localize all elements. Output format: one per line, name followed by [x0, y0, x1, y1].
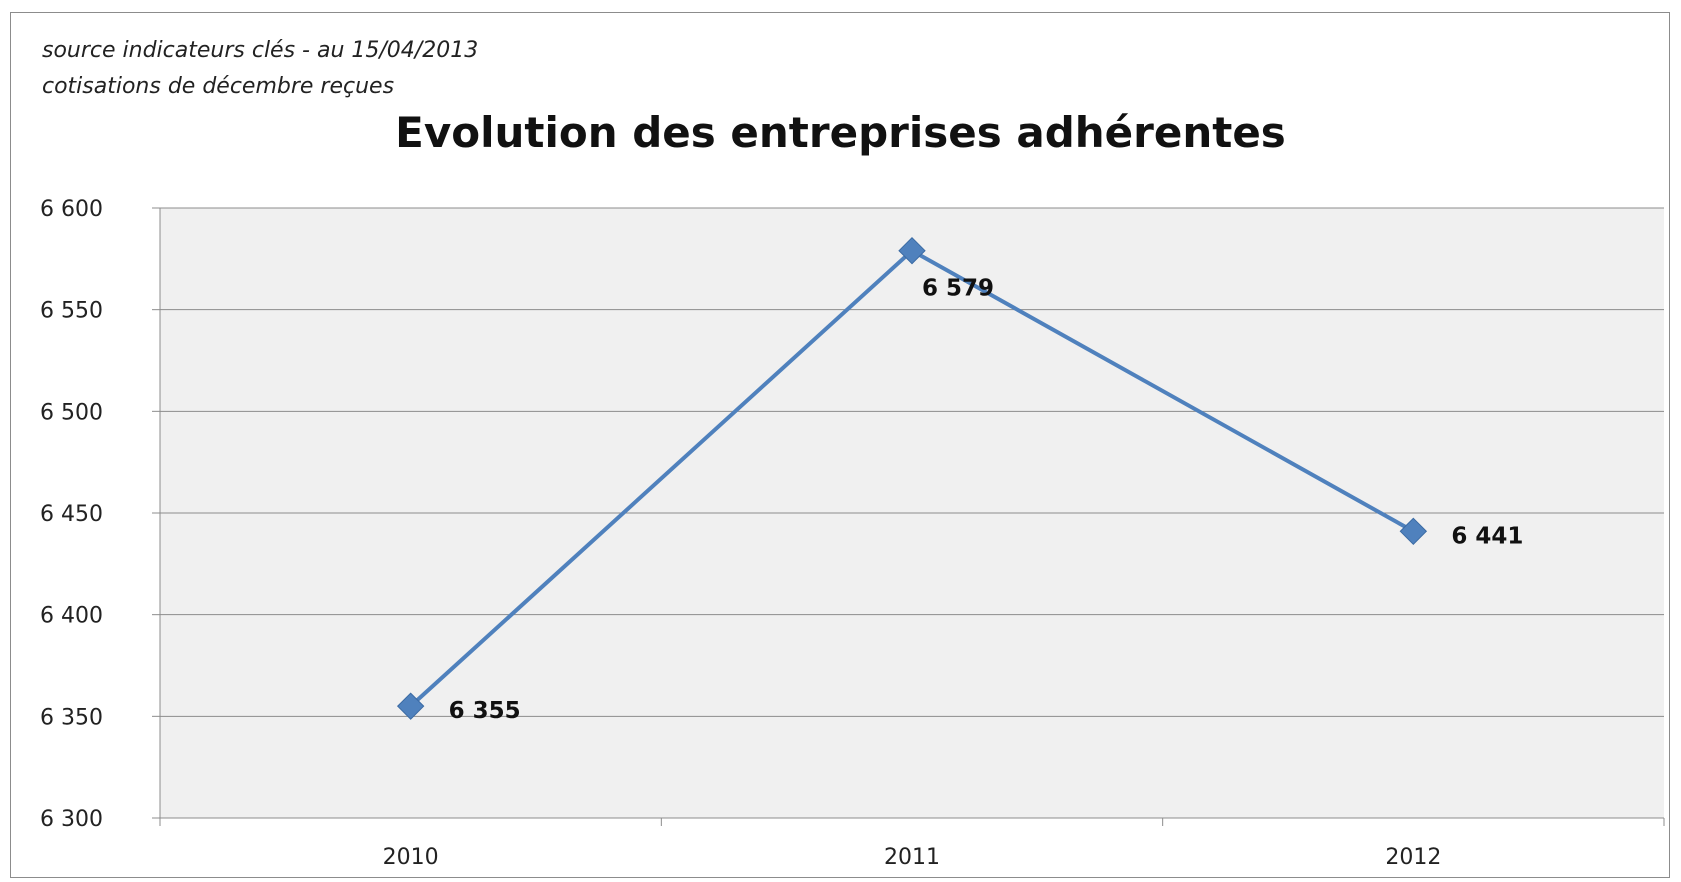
- y-tick-label: 6 350: [40, 705, 103, 730]
- data-point-marker: [1399, 517, 1428, 546]
- y-tick-label: 6 550: [40, 299, 103, 324]
- data-point-marker: [898, 236, 926, 265]
- y-tick-label: 6 300: [40, 807, 103, 832]
- y-tick-label: 6 450: [40, 502, 103, 527]
- source-note: source indicateurs clés - au 15/04/2013: [42, 38, 479, 63]
- contributions-note: cotisations de décembre reçues: [42, 74, 395, 99]
- chart-title: Evolution des entreprises adhérentes: [395, 108, 1286, 157]
- data-label: 6 355: [449, 698, 521, 724]
- x-tick-label: 2011: [884, 845, 940, 870]
- data-label: 6 579: [922, 276, 994, 302]
- y-tick-label: 6 600: [40, 197, 103, 222]
- data-point-marker: [396, 692, 425, 720]
- y-tick-label: 6 400: [40, 604, 103, 629]
- x-tick-label: 2012: [1385, 845, 1441, 870]
- y-tick-label: 6 500: [40, 400, 103, 425]
- data-label: 6 441: [1451, 523, 1523, 549]
- x-tick-label: 2010: [383, 845, 439, 870]
